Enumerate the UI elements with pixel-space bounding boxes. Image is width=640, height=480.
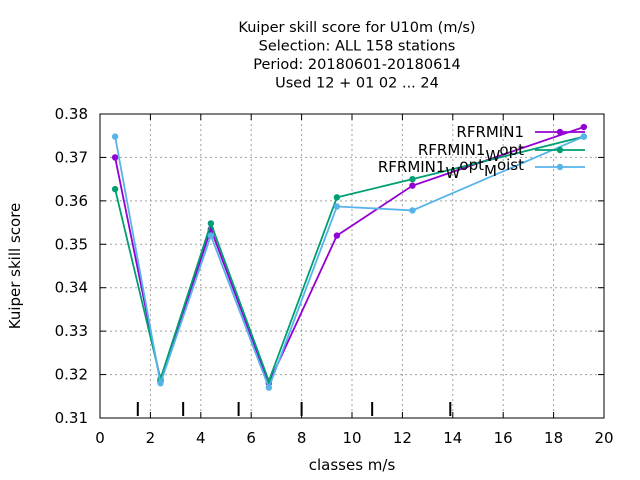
y-tick-label: 0.38 — [55, 105, 88, 123]
series-point-3 — [111, 133, 119, 140]
y-tick-label: 0.35 — [55, 235, 88, 253]
legend-marker-2 — [556, 146, 564, 154]
x-axis-label: classes m/s — [309, 456, 396, 474]
series-line-3 — [114, 135, 585, 391]
x-tick-label: 12 — [393, 429, 412, 447]
series-point-2 — [409, 175, 416, 183]
legend-marker-1 — [556, 128, 564, 136]
y-tick-label: 0.36 — [55, 192, 88, 210]
series-point-3 — [207, 232, 215, 239]
series-point-1 — [409, 182, 416, 189]
x-tick-label: 0 — [95, 429, 105, 447]
series-point-3 — [157, 380, 164, 387]
legend-marker-3 — [556, 163, 564, 171]
title-line: Used 12 + 01 02 ... 24 — [275, 76, 439, 92]
y-tick-label: 0.31 — [55, 409, 88, 427]
series-point-3 — [333, 203, 341, 210]
series-point-3 — [580, 133, 588, 140]
legend-label-3: RFRMIN1WoptMoist — [378, 156, 524, 182]
class-bound-ticks — [136, 402, 452, 416]
title-line: Selection: ALL 158 stations — [259, 39, 456, 55]
y-tick-label: 0.32 — [55, 366, 88, 384]
legend-label-1: RFRMIN1 — [456, 123, 524, 141]
y-tick-label: 0.37 — [55, 148, 88, 166]
title-line: Kuiper skill score for U10m (m/s) — [238, 20, 475, 36]
x-axis-ticks: 0 2 4 6 8 10 12 14 16 18 20 — [95, 114, 614, 447]
series-point-1 — [333, 232, 341, 239]
x-tick-label: 18 — [544, 429, 563, 447]
legend-label-2: RFRMIN1Wopt — [418, 141, 524, 165]
x-tick-label: 2 — [146, 429, 156, 447]
x-tick-label: 4 — [196, 429, 206, 447]
x-tick-label: 20 — [594, 429, 613, 447]
x-tick-label: 6 — [246, 429, 256, 447]
x-tick-label: 16 — [494, 429, 513, 447]
series-point-2 — [111, 185, 119, 193]
series-point-3 — [265, 384, 273, 391]
series-point-2 — [333, 194, 341, 201]
title-line: Period: 20180601-20180614 — [253, 57, 461, 73]
y-tick-label: 0.33 — [55, 322, 88, 340]
y-axis-ticks: 0.31 0.32 0.33 0.34 0.35 0.36 0.37 0.38 — [55, 105, 604, 427]
x-tick-label: 14 — [443, 429, 462, 447]
series-point-3 — [409, 207, 416, 214]
y-tick-label: 0.34 — [55, 279, 88, 297]
y-axis-label: Kuiper skill score — [6, 203, 24, 330]
series-point-1 — [580, 123, 588, 131]
chart-title: Kuiper skill score for U10m (m/s) Selecti… — [238, 20, 475, 92]
series-point-2 — [207, 220, 215, 227]
x-tick-label: 10 — [342, 429, 361, 447]
series-lines — [111, 123, 588, 391]
series-point-1 — [111, 154, 119, 161]
x-tick-label: 8 — [297, 429, 307, 447]
